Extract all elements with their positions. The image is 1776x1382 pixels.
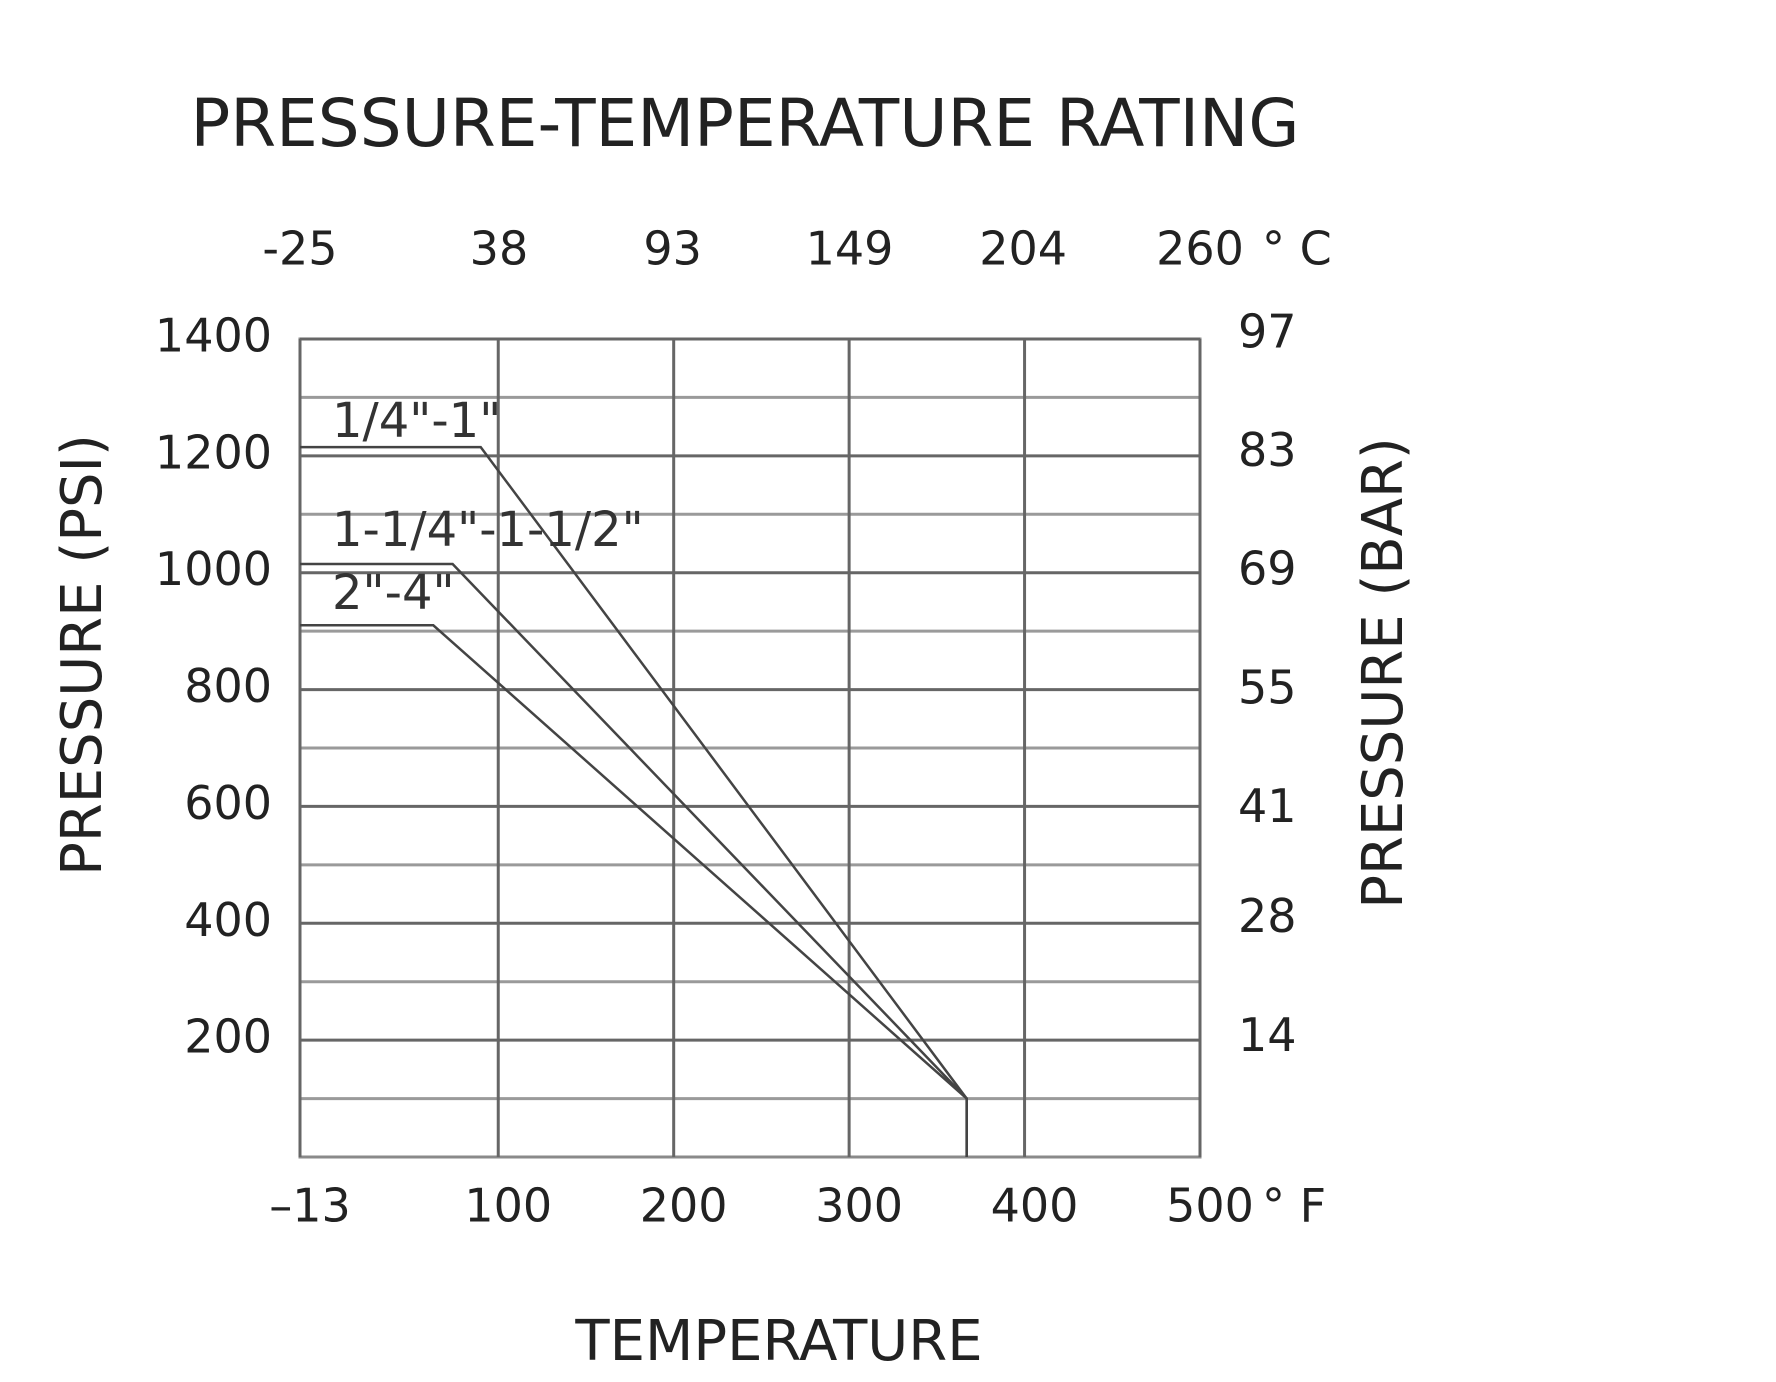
x2-tick-label: 38 xyxy=(470,222,529,276)
y-tick-label: 400 xyxy=(184,893,272,947)
x-tick-label: 400 xyxy=(991,1179,1079,1233)
x2-tick-label: 93 xyxy=(643,222,702,276)
series-line xyxy=(300,624,968,1157)
y2-tick-label: 97 xyxy=(1238,304,1297,358)
x-tick-label: 200 xyxy=(640,1179,728,1233)
x-axis-title: TEMPERATURE xyxy=(574,1309,982,1374)
y-tick-label: 1400 xyxy=(155,309,272,363)
y2-tick-label: 28 xyxy=(1238,889,1297,943)
series-label: 2"-4" xyxy=(332,565,455,621)
chart-title: PRESSURE-TEMPERATURE RATING xyxy=(190,85,1299,162)
x-tick-label: 500 xyxy=(1166,1179,1254,1233)
y-tick-label: 200 xyxy=(184,1010,272,1064)
x-unit: ° F xyxy=(1262,1179,1326,1233)
y2-tick-label: 14 xyxy=(1238,1008,1297,1062)
y-tick-label: 800 xyxy=(184,659,272,713)
y2-tick-label: 41 xyxy=(1238,779,1297,833)
series-label: 1-1/4"-1-1/2" xyxy=(332,502,644,558)
x2-unit: ° C xyxy=(1262,222,1332,276)
y-tick-label: 1000 xyxy=(155,542,272,596)
x-tick-label: 300 xyxy=(815,1179,903,1233)
x2-tick-label: 204 xyxy=(979,222,1067,276)
y2-axis-title: PRESSURE (BAR) xyxy=(1351,437,1416,909)
y-tick-label: 1200 xyxy=(155,425,272,479)
x2-tick-label: 149 xyxy=(806,222,894,276)
y-axis-title: PRESSURE (PSI) xyxy=(50,434,115,876)
y-tick-label: 600 xyxy=(184,776,272,830)
x-tick-label: 100 xyxy=(464,1179,552,1233)
y2-tick-label: 83 xyxy=(1238,423,1297,477)
series-label: 1/4"-1" xyxy=(332,393,501,449)
y2-tick-label: 55 xyxy=(1238,660,1297,714)
x2-tick-label: 260 xyxy=(1156,222,1244,276)
y2-tick-label: 69 xyxy=(1238,542,1297,596)
x-tick-label: –13 xyxy=(269,1179,351,1233)
x2-tick-label: -25 xyxy=(262,222,337,276)
